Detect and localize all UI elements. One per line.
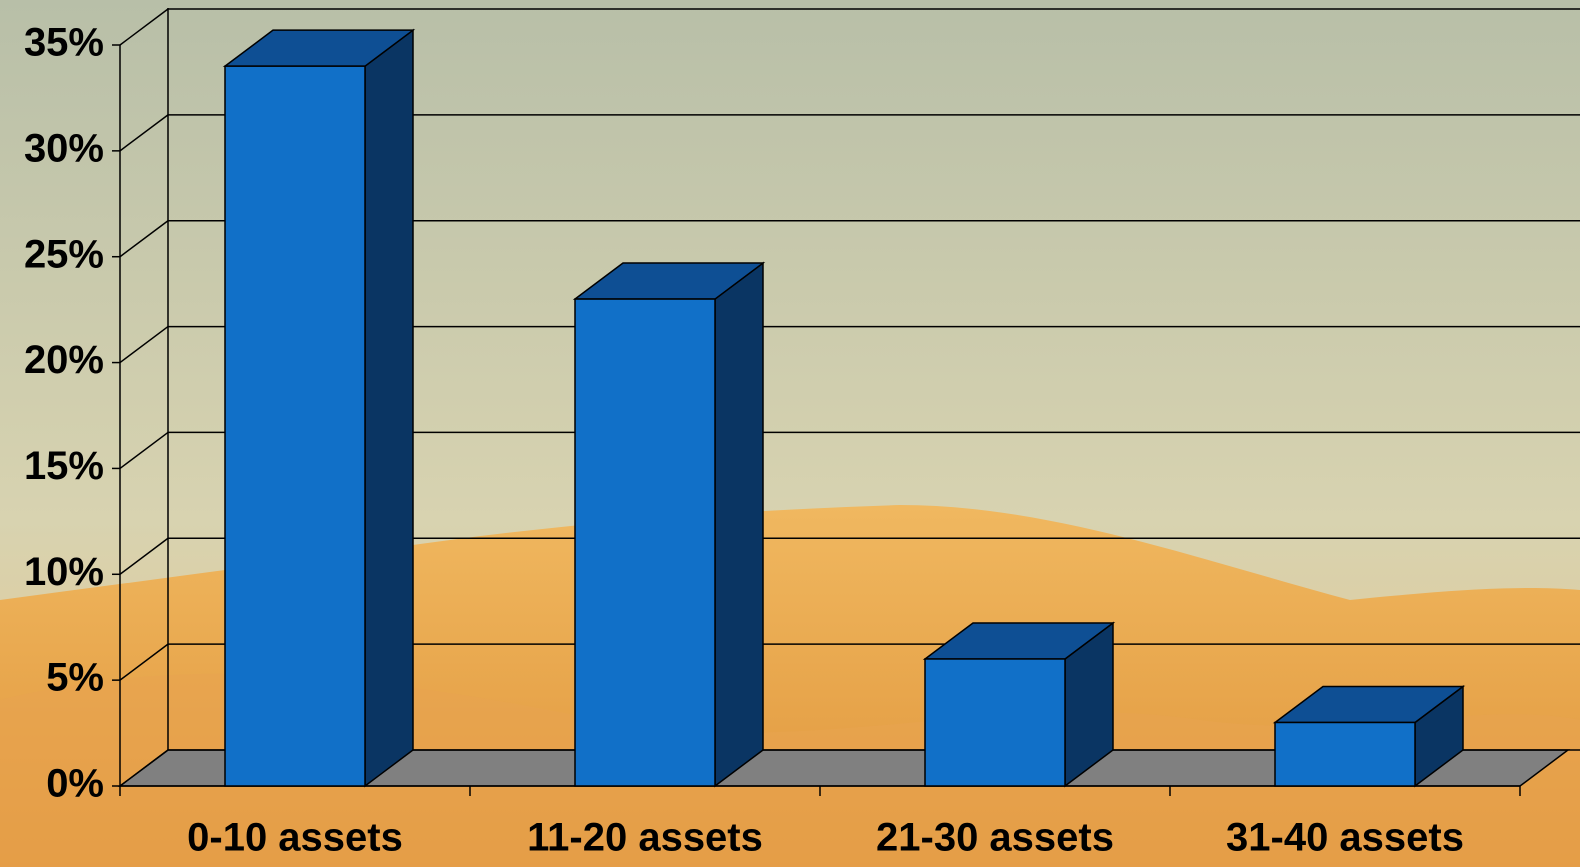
y-tick-label: 5% [46, 656, 104, 700]
bar-side [364, 28, 414, 788]
grid-line-side [119, 749, 169, 787]
grid-line-side [119, 537, 169, 575]
grid-line-side [119, 643, 169, 681]
y-tick-label: 15% [24, 444, 104, 488]
grid-line-side [119, 431, 169, 470]
y-tick-label: 35% [24, 21, 104, 65]
x-tick-label: 0-10 assets [187, 816, 403, 860]
grid-line-side [119, 114, 169, 152]
bar [574, 298, 716, 787]
y-tick-label: 30% [24, 126, 104, 170]
bar-side [714, 261, 764, 788]
x-tick-label: 31-40 assets [1226, 816, 1464, 860]
grid-line-side [119, 220, 169, 258]
y-tick-label: 20% [24, 338, 104, 382]
bar [224, 65, 366, 787]
x-tick-label: 11-20 assets [527, 816, 763, 860]
y-tick-label: 10% [24, 550, 104, 594]
x-tick-label: 21-30 assets [876, 816, 1114, 860]
y-tick-label: 25% [24, 232, 104, 276]
y-tick-label: 0% [46, 762, 104, 806]
bar [1274, 721, 1416, 787]
grid-line-side [119, 325, 169, 364]
grid-line-side [119, 8, 169, 46]
bar [924, 658, 1066, 787]
